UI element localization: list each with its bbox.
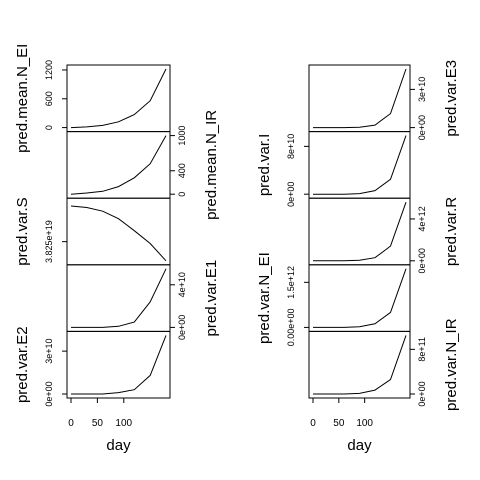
- y-axis-label-pred.mean.N_EI: pred.mean.N_EI: [14, 44, 31, 153]
- y-tick-label-pred.var.E2-0: 0e+00: [44, 381, 54, 406]
- y-tick-label-pred.var.I-0: 0e+00: [286, 182, 296, 207]
- y-tick-label-pred.var.N_EI-1: 1.5e+12: [286, 266, 296, 299]
- y-tick-label-pred.var.S-0: 3.825e+19: [44, 220, 54, 263]
- y-axis-label-pred.var.I: pred.var.I: [256, 134, 273, 197]
- panel-frame-pred.var.E3: [308, 64, 411, 133]
- y-tick-label-pred.var.N_IR-0: 0e+00: [417, 381, 427, 406]
- y-tick-label-pred.var.E1-1: 4e+10: [177, 272, 187, 297]
- y-tick-label-pred.mean.N_IR-1: 400: [177, 163, 187, 178]
- y-axis-label-pred.mean.N_IR: pred.mean.N_IR: [203, 110, 220, 220]
- panel-frame-pred.var.E1: [66, 264, 171, 332]
- y-tick-label-pred.mean.N_EI-0: 0: [44, 125, 54, 130]
- x-tick-label-0-0: 0: [68, 418, 74, 429]
- series-line-pred.var.I: [313, 135, 407, 195]
- y-tick-label-pred.mean.N_IR-2: 1000: [177, 126, 187, 146]
- y-tick-label-pred.var.R-1: 4e+12: [417, 206, 427, 231]
- series-line-pred.mean.N_EI: [70, 68, 167, 129]
- x-tick-label-0-2: 100: [115, 418, 132, 429]
- y-axis-label-pred.var.S: pred.var.S: [14, 197, 31, 265]
- panel-frame-pred.mean.N_IR: [66, 131, 171, 199]
- panel-frame-pred.var.I: [308, 131, 411, 199]
- y-axis-label-pred.var.E2: pred.var.E2: [14, 326, 31, 403]
- series-line-pred.var.E3: [313, 68, 407, 129]
- y-tick-label-pred.var.E3-1: 3e+10: [417, 77, 427, 102]
- panel-frame-pred.var.N_IR: [308, 330, 411, 399]
- y-tick-label-pred.var.N_IR-1: 8e+11: [417, 337, 427, 362]
- series-line-pred.var.R: [313, 202, 407, 262]
- x-axis-label-0: day: [106, 437, 131, 454]
- series-line-pred.var.S: [70, 205, 167, 262]
- y-axis-label-pred.var.N_EI: pred.var.N_EI: [256, 252, 273, 344]
- y-tick-label-pred.var.N_EI-0: 0.00e+00: [286, 309, 296, 347]
- series-line-pred.var.N_EI: [313, 268, 407, 328]
- series-line-pred.mean.N_IR: [70, 135, 167, 195]
- y-tick-label-pred.mean.N_EI-2: 1200: [44, 60, 54, 80]
- series-line-pred.var.E2: [71, 335, 167, 395]
- y-axis-label-pred.var.E3: pred.var.E3: [443, 60, 460, 137]
- y-tick-label-pred.mean.N_IR-0: 0: [177, 192, 187, 197]
- series-line-pred.var.N_IR: [313, 335, 407, 395]
- x-tick-label-1-0: 0: [310, 418, 316, 429]
- y-axis-label-pred.var.R: pred.var.R: [443, 197, 460, 266]
- y-axis-label-pred.var.N_IR: pred.var.N_IR: [443, 318, 460, 411]
- y-axis-label-pred.var.E1: pred.var.E1: [203, 260, 220, 337]
- y-tick-label-pred.mean.N_EI-1: 600: [44, 91, 54, 106]
- x-tick-label-0-1: 50: [92, 418, 104, 429]
- panel-frame-pred.var.S: [66, 197, 171, 266]
- panel-frame-pred.var.R: [308, 197, 411, 266]
- y-tick-label-pred.var.I-1: 8e+10: [286, 134, 296, 159]
- y-tick-label-pred.var.R-0: 0e+00: [417, 248, 427, 273]
- y-tick-label-pred.var.E1-0: 0e+00: [177, 315, 187, 340]
- panel-frame-pred.var.N_EI: [308, 264, 411, 332]
- x-tick-label-1-1: 50: [333, 418, 345, 429]
- y-tick-label-pred.var.E2-1: 3e+10: [44, 338, 54, 363]
- x-tick-label-1-2: 100: [356, 418, 373, 429]
- series-line-pred.var.E1: [71, 268, 167, 328]
- y-tick-label-pred.var.E3-0: 0e+00: [417, 115, 427, 140]
- x-axis-label-1: day: [347, 437, 372, 454]
